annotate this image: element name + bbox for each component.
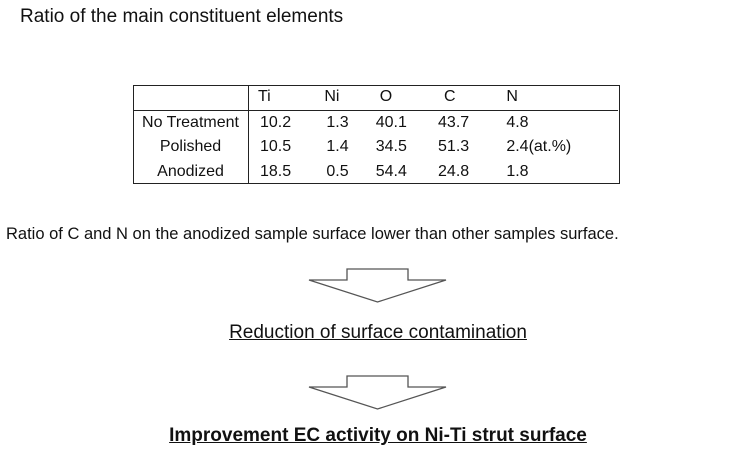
table-cell: 40.1 bbox=[375, 113, 407, 131]
conclusion-improvement: Improvement EC activity on Ni-Ti strut s… bbox=[169, 425, 587, 446]
cell-value: 2.4 bbox=[506, 138, 529, 156]
table-row: No Treatment 10.2 1.3 40.1 43.7 4.8 bbox=[133, 110, 618, 135]
column-header-ni: Ni bbox=[316, 85, 368, 111]
column-header-n: N bbox=[492, 85, 618, 111]
row-label: Anodized bbox=[133, 159, 249, 184]
down-arrow-icon bbox=[308, 375, 447, 410]
table-cell: 54.4 bbox=[375, 162, 407, 180]
table-cell: 4.8 bbox=[492, 110, 618, 135]
column-header-c: C bbox=[430, 85, 493, 111]
table-cell: 10.2 bbox=[260, 113, 292, 131]
table-cell: 1.8 bbox=[492, 159, 618, 184]
row-label: No Treatment bbox=[133, 110, 249, 135]
row-label: Polished bbox=[133, 135, 249, 160]
table-cell: 34.5 bbox=[375, 138, 407, 156]
table-cell: 24.8 bbox=[438, 162, 470, 180]
composition-table: Ti Ni O C N No Treatment 10.2 1.3 40.1 4… bbox=[133, 85, 618, 184]
header-empty-cell bbox=[133, 85, 249, 111]
observation-text: Ratio of C and N on the anodized sample … bbox=[6, 225, 619, 243]
column-header-ti: Ti bbox=[248, 85, 317, 111]
table-row: Polished 10.5 1.4 34.5 51.3 2.4(at.%) bbox=[133, 135, 618, 160]
table-cell: 1.3 bbox=[326, 113, 349, 131]
table-cell: 2.4(at.%) bbox=[492, 135, 618, 159]
table-cell: 10.5 bbox=[260, 138, 292, 156]
cell-value: 4.8 bbox=[506, 113, 529, 131]
cell-value: 1.8 bbox=[506, 162, 529, 180]
table-header-row: Ti Ni O C N bbox=[133, 85, 618, 111]
table-cell: 0.5 bbox=[326, 162, 349, 180]
conclusion-reduction: Reduction of surface contamination bbox=[229, 322, 527, 343]
unit-note: (at.%) bbox=[528, 138, 572, 156]
table-cell: 43.7 bbox=[438, 113, 470, 131]
column-header-o: O bbox=[367, 85, 431, 111]
table-row: Anodized 18.5 0.5 54.4 24.8 1.8 bbox=[133, 159, 618, 184]
table-cell: 1.4 bbox=[326, 138, 349, 156]
table-cell: 51.3 bbox=[438, 138, 470, 156]
table-cell: 18.5 bbox=[260, 162, 292, 180]
page-title: Ratio of the main constituent elements bbox=[20, 6, 344, 27]
down-arrow-icon bbox=[308, 268, 447, 303]
